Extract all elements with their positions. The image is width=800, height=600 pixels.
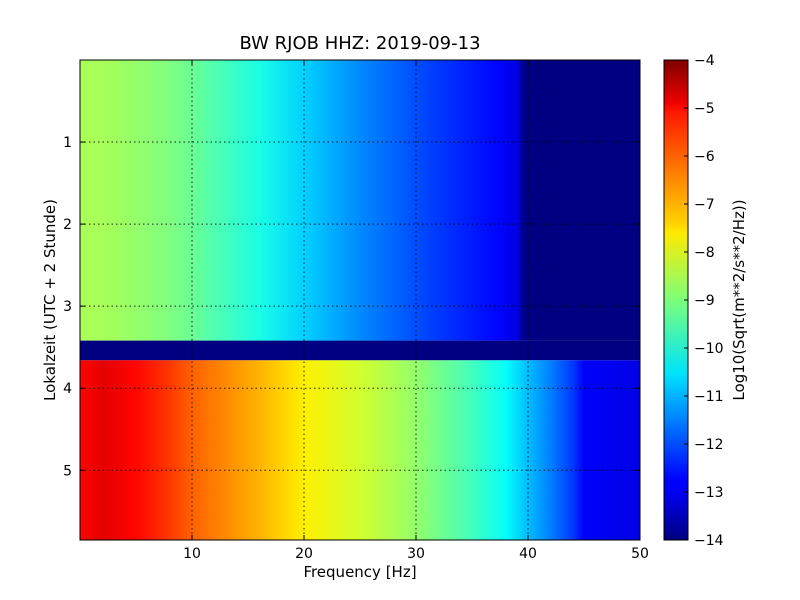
colorbar-tick-label: −10 bbox=[694, 341, 724, 357]
colorbar-tick-label: −6 bbox=[694, 149, 715, 165]
plot-frame bbox=[79, 59, 641, 541]
colorbar-tick-label: −13 bbox=[694, 485, 724, 501]
y-axis-label: Lokalzeit (UTC + 2 Stunde) bbox=[41, 199, 59, 401]
x-tick-label: 10 bbox=[183, 546, 201, 562]
colorbar: −4 −5 −6 −7 −8 −9 −10 −11 −12 −13 −14 bbox=[663, 53, 724, 549]
colorbar-tick-label: −14 bbox=[694, 533, 724, 549]
colorbar-tick-label: −12 bbox=[694, 437, 724, 453]
chart-title: BW RJOB HHZ: 2019-09-13 bbox=[239, 33, 480, 54]
x-axis: 10 20 30 40 50 bbox=[183, 60, 649, 562]
spectrogram-segment-after-gap bbox=[80, 360, 640, 540]
grid-lines bbox=[80, 60, 640, 540]
data-gap-band bbox=[80, 340, 640, 361]
x-tick-label: 40 bbox=[519, 546, 537, 562]
x-tick-label: 50 bbox=[631, 546, 649, 562]
colorbar-tick-label: −8 bbox=[694, 245, 715, 261]
spectrogram-plot-area bbox=[79, 59, 641, 541]
y-tick-label: 3 bbox=[63, 299, 72, 315]
y-tick-label: 1 bbox=[63, 135, 72, 151]
colorbar-label: Log10(Sqrt(m**2/s**2/Hz)) bbox=[730, 199, 748, 400]
x-tick-label: 20 bbox=[295, 546, 313, 562]
colorbar-tick-label: −5 bbox=[694, 101, 715, 117]
x-axis-label: Frequency [Hz] bbox=[303, 563, 416, 581]
spectrogram-segment-before-gap bbox=[80, 60, 640, 341]
colorbar-tick-label: −11 bbox=[694, 389, 724, 405]
colorbar-tick-label: −7 bbox=[694, 197, 715, 213]
x-tick-label: 30 bbox=[407, 546, 425, 562]
colorbar-tick-label: −4 bbox=[694, 53, 715, 69]
y-tick-label: 4 bbox=[63, 381, 72, 397]
y-axis: 1 2 3 4 5 bbox=[63, 135, 640, 479]
y-tick-label: 2 bbox=[63, 217, 72, 233]
colorbar-tick-label: −9 bbox=[694, 293, 715, 309]
y-tick-label: 5 bbox=[63, 463, 72, 479]
colorbar-ticks: −4 −5 −6 −7 −8 −9 −10 −11 −12 −13 −14 bbox=[684, 53, 724, 549]
